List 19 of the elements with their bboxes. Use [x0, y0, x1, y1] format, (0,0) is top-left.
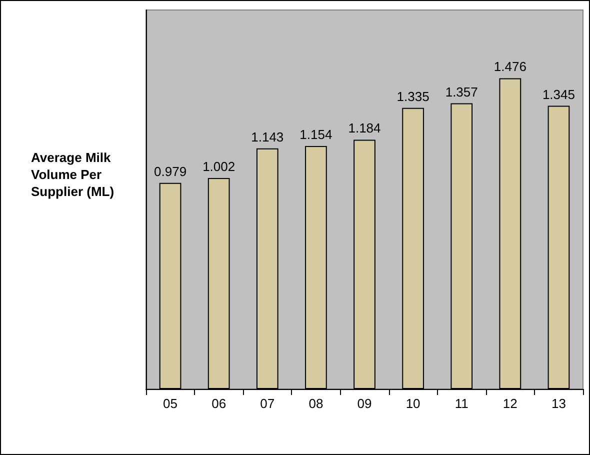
x-tick-label: 07 — [260, 396, 275, 411]
data-label: 1.357 — [445, 84, 478, 100]
x-tick-label: 05 — [163, 396, 178, 411]
x-tick-label: 12 — [502, 396, 518, 411]
data-label: 1.184 — [348, 120, 381, 136]
data-label: 1.476 — [494, 59, 526, 74]
x-tick-label: 09 — [357, 396, 372, 411]
data-label: 1.143 — [251, 129, 284, 144]
data-label: 1.335 — [396, 88, 430, 104]
data-label: 1.002 — [202, 159, 236, 174]
x-tick-label: 13 — [551, 396, 566, 411]
data-label: 1.154 — [300, 127, 332, 142]
x-tick-label: 11 — [454, 396, 468, 411]
y-axis-title: Average Milk Volume Per Supplier (ML) — [31, 150, 114, 199]
x-tick-label: 08 — [308, 396, 324, 411]
data-label: 1.345 — [542, 86, 575, 102]
x-tick-label: 10 — [406, 396, 420, 411]
data-label: 0.979 — [154, 164, 187, 179]
x-tick-label: 06 — [212, 396, 226, 411]
